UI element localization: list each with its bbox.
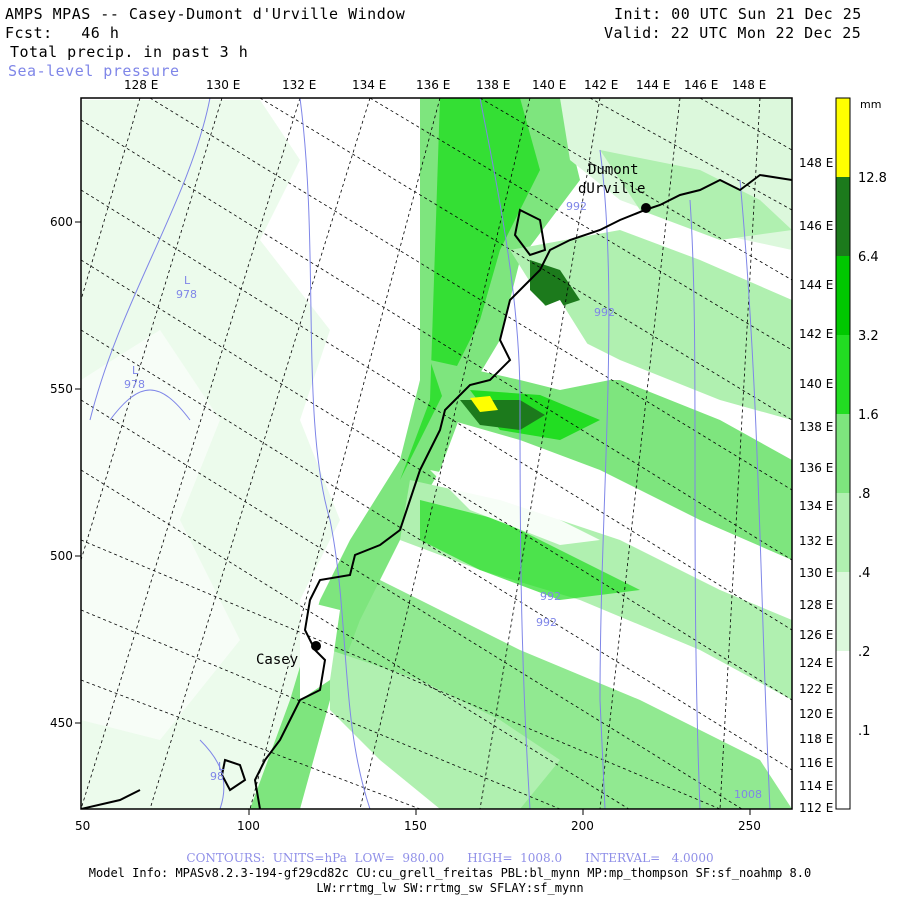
station-label-line1: Dumont xyxy=(588,162,639,178)
station-casey: Casey xyxy=(256,641,321,668)
colorbar-level-label: 6.4 xyxy=(858,250,879,265)
left-axis: 600 550 500 450 xyxy=(50,215,81,730)
low-label: L xyxy=(132,364,139,377)
isobar-label: 992 xyxy=(566,200,587,213)
top-tick-label: 142 E xyxy=(584,78,618,92)
isobar-label: 992 xyxy=(540,590,561,603)
forecast-hour: Fcst: 46 h xyxy=(5,24,120,42)
bottom-tick-label: 250 xyxy=(738,819,761,833)
colorbar-level-label: .2 xyxy=(858,645,870,660)
right-tick-label: 146 E xyxy=(799,219,833,233)
colorbar-segment xyxy=(836,335,850,414)
init-time: Init: 00 UTC Sun 21 Dec 25 xyxy=(614,5,862,23)
bottom-axis: 50 100 150 200 250 xyxy=(75,809,761,833)
colorbar-level-label: 12.8 xyxy=(858,171,887,186)
right-tick-label: 120 E xyxy=(799,707,833,721)
right-tick-label: 132 E xyxy=(799,534,833,548)
right-tick-label: 130 E xyxy=(799,566,833,580)
field-name: Total precip. in past 3 h xyxy=(10,43,249,61)
isobar-label: 978 xyxy=(176,288,197,301)
right-tick-label: 122 E xyxy=(799,682,833,696)
right-tick-label: 136 E xyxy=(799,461,833,475)
isobar-label: 98 xyxy=(210,770,224,783)
left-tick-label: 500 xyxy=(50,549,73,563)
top-tick-label: 136 E xyxy=(416,78,450,92)
right-tick-label: 144 E xyxy=(799,278,833,292)
isobar-label: 1008 xyxy=(734,788,762,801)
colorbar: mm 12.8 6.4 3.2 1.6 .8 .4 .2 .1 xyxy=(835,97,887,810)
left-tick-label: 550 xyxy=(50,382,73,396)
colorbar-segment xyxy=(836,572,850,651)
right-tick-label: 138 E xyxy=(799,420,833,434)
colorbar-segment xyxy=(836,177,850,256)
colorbar-segment xyxy=(836,651,850,809)
valid-time: Valid: 22 UTC Mon 22 Dec 25 xyxy=(604,24,862,42)
bottom-tick-label: 50 xyxy=(75,819,90,833)
left-tick-label: 450 xyxy=(50,716,73,730)
low-label: L xyxy=(184,274,191,287)
top-tick-label: 146 E xyxy=(684,78,718,92)
colorbar-level-label: 1.6 xyxy=(858,408,879,423)
top-tick-label: 144 E xyxy=(636,78,670,92)
right-axis: 148 E 146 E 144 E 142 E 140 E 138 E 136 … xyxy=(799,156,833,815)
top-tick-label: 140 E xyxy=(532,78,566,92)
physics-info: LW:rrtmg_lw SW:rrtmg_sw SFLAY:sf_mynn xyxy=(316,881,584,895)
colorbar-frame xyxy=(835,97,851,810)
model-info: Model Info: MPASv8.2.3-194-gf29cd82c CU:… xyxy=(88,866,812,880)
station-marker-icon xyxy=(311,641,321,651)
map-frame xyxy=(80,97,793,810)
colorbar-segment xyxy=(836,98,850,177)
top-tick-label: 128 E xyxy=(124,78,158,92)
isobars xyxy=(89,98,771,809)
top-tick-label: 138 E xyxy=(476,78,510,92)
overlay-name: Sea-level pressure xyxy=(8,62,180,80)
station-label-line2: dUrville xyxy=(578,181,645,197)
right-tick-label: 124 E xyxy=(799,656,833,670)
right-tick-label: 140 E xyxy=(799,377,833,391)
right-tick-label: 128 E xyxy=(799,598,833,612)
top-tick-label: 130 E xyxy=(206,78,240,92)
station-marker-icon xyxy=(641,203,651,213)
bottom-tick-label: 200 xyxy=(571,819,594,833)
plot-title: AMPS MPAS -- Casey-Dumont d'Urville Wind… xyxy=(5,5,406,23)
colorbar-level-label: .8 xyxy=(858,487,870,502)
colorbar-segment xyxy=(836,414,850,493)
colorbar-level-label: .1 xyxy=(858,724,870,739)
colorbar-unit: mm xyxy=(860,98,881,111)
isobar-label: 992 xyxy=(536,616,557,629)
station-dumont-durville: Dumont dUrville xyxy=(578,162,651,213)
map-area: Dumont dUrville Casey L 978 L 978 992 99… xyxy=(81,98,792,809)
right-tick-label: 114 E xyxy=(799,779,833,793)
isobar-label: 992 xyxy=(594,306,615,319)
colorbar-segment xyxy=(836,256,850,335)
top-tick-label: 148 E xyxy=(732,78,766,92)
isobar-label: 978 xyxy=(124,378,145,391)
precip-shading xyxy=(81,98,792,809)
right-tick-label: 116 E xyxy=(799,756,833,770)
bottom-tick-label: 150 xyxy=(404,819,427,833)
top-axis: 128 E 130 E 132 E 134 E 136 E 138 E 140 … xyxy=(124,78,766,92)
low-label: L xyxy=(218,760,225,773)
station-label-line1: Casey xyxy=(256,652,298,668)
contour-info: CONTOURS: UNITS=hPa LOW= 980.00 HIGH= 10… xyxy=(186,851,714,865)
right-tick-label: 112 E xyxy=(799,801,833,815)
right-tick-label: 148 E xyxy=(799,156,833,170)
right-tick-label: 142 E xyxy=(799,327,833,341)
top-tick-label: 134 E xyxy=(352,78,386,92)
right-tick-label: 126 E xyxy=(799,628,833,642)
colorbar-segment xyxy=(836,493,850,572)
left-tick-label: 600 xyxy=(50,215,73,229)
colorbar-level-label: .4 xyxy=(858,566,870,581)
pressure-labels: L 978 L 978 992 992 992 992 L 98 1008 xyxy=(124,200,762,801)
top-tick-label: 132 E xyxy=(282,78,316,92)
right-tick-label: 118 E xyxy=(799,732,833,746)
bottom-tick-label: 100 xyxy=(237,819,260,833)
colorbar-level-label: 3.2 xyxy=(858,329,879,344)
right-tick-label: 134 E xyxy=(799,499,833,513)
